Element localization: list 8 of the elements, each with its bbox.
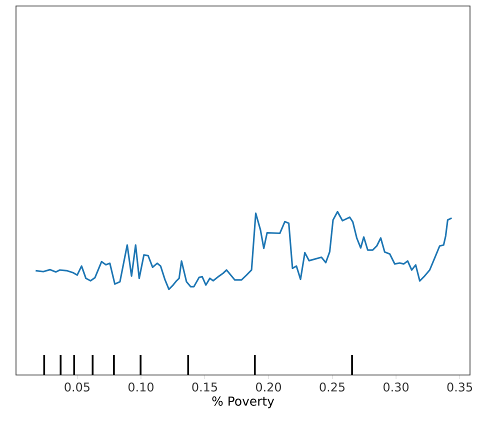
x-tick-label: 0.10 — [128, 382, 154, 392]
x-tick-label: 0.20 — [256, 382, 282, 392]
x-tick-label: 0.05 — [64, 382, 90, 392]
x-axis-title: % Poverty — [212, 396, 274, 408]
x-tick-label: 0.25 — [320, 382, 345, 392]
x-tick-label: 0.35 — [447, 382, 472, 392]
x-tick-label: 0.15 — [192, 382, 218, 392]
x-tick-label: 0.30 — [384, 382, 409, 392]
